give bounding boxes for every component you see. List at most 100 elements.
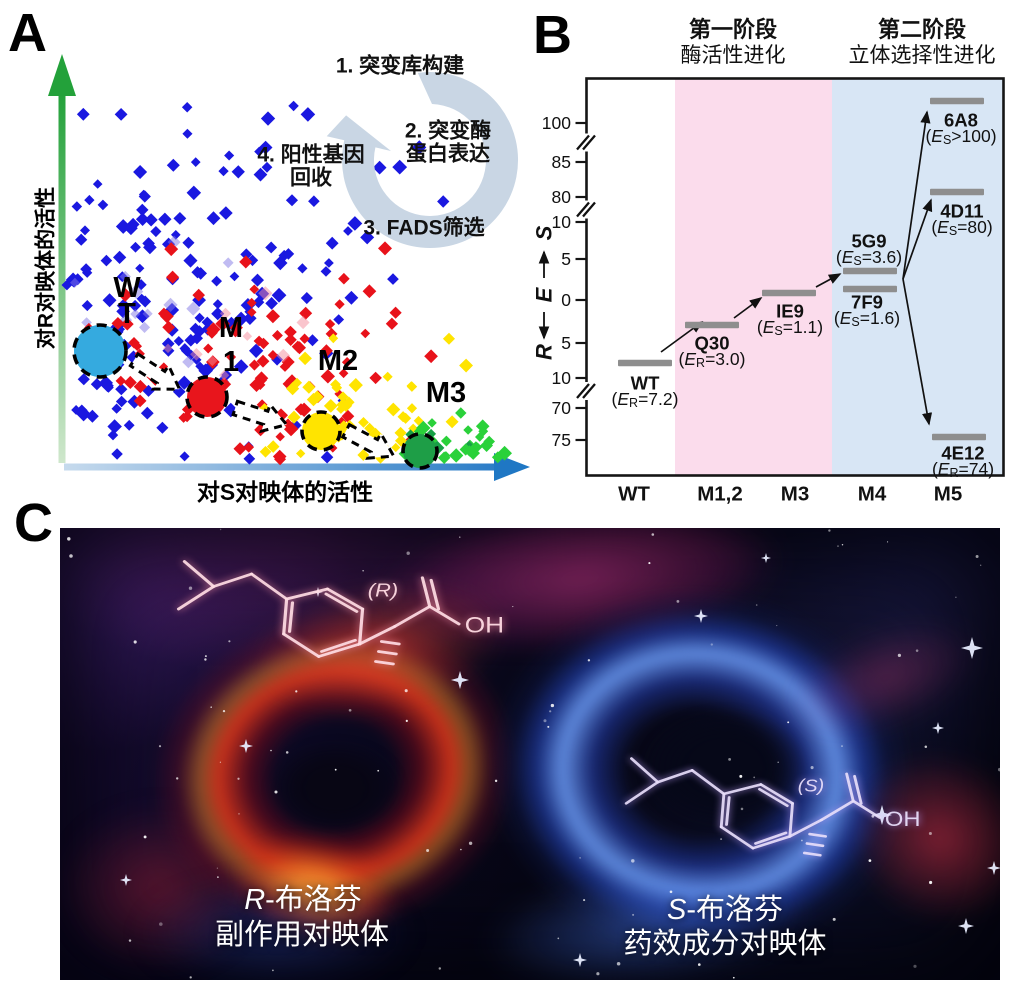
scatter-diamond: [341, 409, 355, 423]
scatter-diamond: [136, 293, 147, 304]
cycle-arrow-icon: [326, 72, 519, 249]
scatter-diamond: [328, 333, 339, 344]
scatter-diamond: [243, 442, 254, 453]
scatter-diamond: [113, 250, 127, 264]
scatter-diamond: [299, 333, 310, 344]
scatter-diamond: [325, 236, 339, 250]
scatter-diamond: [75, 233, 88, 246]
sparkle-star-icon: [239, 739, 253, 753]
star-dot: [777, 761, 779, 764]
scatter-diamond: [249, 377, 264, 392]
scatter-diamond: [71, 405, 82, 415]
x-category-label-M3: M3: [781, 483, 809, 506]
panel-b-label: B: [533, 5, 572, 65]
scatter-diamond: [281, 355, 295, 369]
scatter-diamond: [427, 418, 437, 428]
star-dot: [728, 758, 731, 761]
scatter-diamond: [240, 248, 253, 261]
bond-line: [420, 576, 432, 608]
bond-line: [751, 835, 792, 850]
star-dot: [176, 777, 179, 780]
cycle-step-2-line-2: 蛋白表达: [406, 142, 490, 166]
scatter-diamond: [182, 355, 195, 369]
scatter-diamond: [128, 284, 144, 299]
star-dot: [676, 600, 680, 603]
scatter-diamond: [288, 100, 299, 112]
bond-line: [325, 587, 365, 611]
scatter-diamond: [82, 267, 93, 278]
bond-line: [393, 605, 432, 628]
scatter-diamond: [300, 107, 316, 122]
scatter-diamond: [247, 307, 257, 317]
panel-a-label: A: [8, 3, 47, 63]
scatter-diamond: [260, 111, 276, 126]
scatter-diamond: [339, 399, 353, 412]
milestone-label-M3: M3: [426, 377, 466, 409]
scatter-diamond: [179, 343, 191, 354]
scatter-diamond: [163, 343, 173, 354]
scatter-diamond: [473, 442, 483, 452]
star-dot: [204, 655, 207, 658]
scatter-diamond: [334, 299, 345, 310]
scatter-diamond: [391, 442, 401, 453]
scatter-diamond: [61, 279, 73, 291]
scatter-diamond: [362, 284, 377, 299]
scatter-diamond: [138, 190, 151, 203]
variant-name-IE9: IE9: [776, 301, 804, 322]
scatter-diamond: [242, 331, 253, 341]
scatter-diamond: [284, 325, 297, 339]
r-ibuprofen-title: R-布洛芬: [244, 884, 362, 917]
scatter-diamond: [231, 165, 245, 179]
star-dot: [377, 769, 380, 772]
star-dot: [924, 745, 928, 748]
stage2-title: 第二阶段: [877, 17, 966, 42]
scatter-diamond: [142, 308, 153, 319]
scatter-diamond: [107, 429, 119, 441]
scatter-diamond: [178, 412, 189, 423]
variant-e-value-4D11: (ES=80): [931, 217, 992, 238]
star-dot: [295, 690, 298, 693]
bond-line: [754, 831, 788, 845]
scatter-diamond: [186, 185, 202, 201]
scatter-diamond: [347, 216, 363, 231]
scatter-diamond: [369, 371, 382, 385]
scatter-diamond: [135, 212, 150, 226]
axis-break-slash: [576, 383, 590, 399]
transition-arrow-icon: [733, 296, 763, 319]
scatter-diamond: [259, 446, 272, 458]
s-ibuprofen-structure: (S) OH: [624, 757, 921, 857]
star-dot: [755, 604, 758, 606]
bond-line: [788, 802, 794, 838]
scatter-diamond: [135, 309, 150, 324]
scatter-diamond: [306, 392, 321, 407]
bond-line: [176, 585, 216, 611]
s-prefix: S: [666, 894, 687, 926]
scatter-diamond: [286, 382, 300, 396]
scatter-diamond: [186, 301, 201, 316]
scatter-diamond: [249, 284, 260, 295]
stage2-subtitle: 立体选择性进化: [848, 44, 996, 67]
scatter-diamond: [92, 179, 103, 189]
level-bar-5G9: [843, 267, 897, 275]
star-dot: [219, 528, 222, 531]
scatter-diamond: [333, 314, 345, 325]
level-bar-WT: [618, 359, 672, 367]
scatter-diamond: [257, 375, 267, 386]
star-dot: [216, 867, 219, 869]
scatter-diamond: [222, 257, 234, 269]
level-bar-4E12: [932, 433, 986, 441]
star-dot: [406, 551, 410, 555]
scatter-diamond: [70, 277, 80, 288]
scatter-diamond: [190, 157, 201, 167]
panel-a-y-axis-label: 对R对映体的活性: [34, 187, 58, 349]
panel-a-milestones: WT M1 M2 M3: [72, 272, 466, 470]
milestone-circle-M1: [185, 375, 229, 419]
star-dot: [549, 710, 552, 713]
scatter-diamond: [207, 355, 218, 367]
variant-name-6A8: 6A8: [944, 110, 978, 131]
star-dot: [291, 924, 294, 926]
star-dot: [955, 596, 957, 598]
scatter-diamond: [445, 415, 459, 429]
scatter-diamond: [190, 332, 203, 345]
